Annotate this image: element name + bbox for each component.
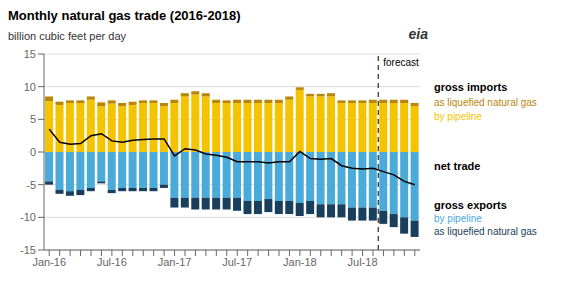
html-text:net trade: net trade — [434, 159, 481, 172]
html-text:by pipeline: by pipeline — [434, 110, 482, 122]
svg-text:Jul-17: Jul-17 — [222, 256, 252, 268]
svg-text:forecast: forecast — [383, 57, 419, 68]
svg-text:Jan-16: Jan-16 — [32, 256, 66, 268]
html-text:billion cubic feet per day: billion cubic feet per day — [8, 30, 126, 42]
svg-text:10: 10 — [24, 81, 36, 93]
svg-text:-15: -15 — [20, 244, 36, 256]
svg-text:15: 15 — [24, 48, 36, 60]
svg-text:Jan-17: Jan-17 — [158, 256, 192, 268]
svg-text:-5: -5 — [26, 179, 36, 191]
svg-text:-10: -10 — [20, 211, 36, 223]
svg-text:Jul-16: Jul-16 — [97, 256, 127, 268]
html-text:by pipeline: by pipeline — [434, 212, 482, 224]
html-text:gross exports: gross exports — [434, 198, 507, 211]
html-text:as liquefied natural gas: as liquefied natural gas — [434, 226, 537, 238]
svg-text:Jan-18: Jan-18 — [283, 256, 317, 268]
svg-text:5: 5 — [30, 113, 36, 125]
html-text:Monthly natural gas trade (201: Monthly natural gas trade (2016-2018) — [8, 8, 241, 23]
html-text:eia: eia — [408, 26, 428, 42]
html-text:as liquefied natural gas: as liquefied natural gas — [434, 97, 537, 108]
svg-text:Jul-18: Jul-18 — [348, 256, 378, 268]
html-text:gross imports: gross imports — [434, 81, 508, 94]
svg-text:0: 0 — [30, 146, 36, 158]
